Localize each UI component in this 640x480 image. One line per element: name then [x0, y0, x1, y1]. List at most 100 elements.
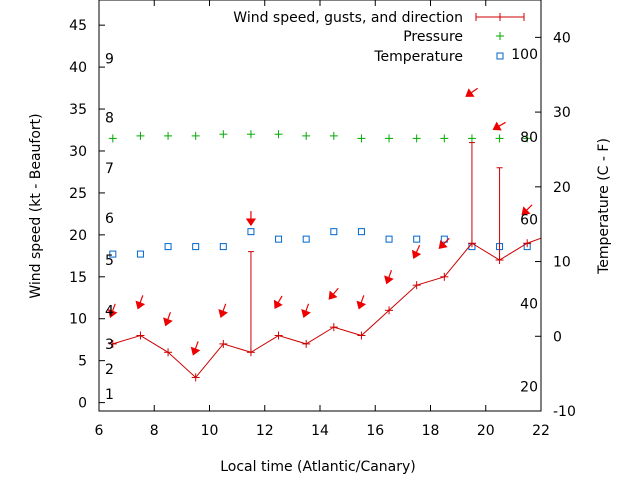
pressure-point	[274, 130, 283, 139]
fahrenheit-label: 80	[520, 130, 538, 146]
wind-direction-arrow	[384, 270, 394, 285]
wind-point	[164, 348, 173, 357]
beaufort-label: 3	[105, 337, 114, 353]
y-tick-label: 45	[69, 18, 87, 34]
pressure-point	[108, 134, 117, 143]
x-tick-label: 12	[256, 423, 274, 439]
pressure-point	[495, 134, 504, 143]
wind-direction-arrow	[273, 295, 283, 309]
x-axis: 6 8 10 12 14 16 18 20 22	[95, 0, 550, 439]
wind-direction-arrow	[438, 237, 450, 249]
beaufort-label: 7	[105, 161, 114, 177]
y-tick-label: 15	[69, 270, 87, 286]
legend-temperature-label: Temperature	[373, 49, 463, 65]
beaufort-label: 5	[105, 253, 114, 269]
temperature-point	[275, 235, 283, 243]
wind-direction-arrow	[301, 303, 311, 318]
temperature-series-group	[109, 228, 531, 258]
y-tick-label: 30	[69, 144, 87, 160]
pressure-point	[246, 130, 255, 139]
wind-direction-group	[107, 87, 533, 356]
wind-direction-arrow	[521, 204, 533, 216]
legend-wind-label: Wind speed, gusts, and direction	[233, 10, 463, 26]
legend-wind-sample	[475, 13, 525, 21]
y-tick-label: 5	[78, 354, 87, 370]
wind-series-group	[108, 237, 542, 382]
wind-point	[246, 348, 255, 357]
temperature-point	[357, 228, 365, 236]
wind-point	[219, 339, 228, 348]
gust-bar	[468, 142, 475, 244]
y2-tick-label: 40	[553, 30, 571, 46]
wind-point	[108, 339, 117, 348]
x-tick-label: 14	[311, 423, 329, 439]
fahrenheit-label: 60	[520, 213, 538, 229]
x-tick-label: 10	[201, 423, 219, 439]
wind-speed-line	[112, 237, 542, 379]
wind-direction-arrow	[492, 121, 506, 131]
beaufort-labels: 1 2 3 4 5 6 7 8 9	[105, 52, 114, 404]
legend-pressure-sample	[496, 32, 504, 40]
y2-axis: -10 0 10 20 30 40	[535, 30, 576, 420]
y-axis-label: Wind speed (kt - Beaufort)	[28, 113, 44, 298]
wind-point	[495, 256, 504, 265]
pressure-point	[191, 131, 200, 140]
beaufort-label: 8	[105, 110, 114, 126]
y2-tick-label: 30	[553, 105, 571, 121]
beaufort-label: 6	[105, 211, 114, 227]
legend: Wind speed, gusts, and direction Pressur…	[233, 10, 525, 65]
beaufort-label: 2	[105, 362, 114, 378]
temperature-point	[136, 250, 144, 258]
wind-point	[302, 339, 311, 348]
x-tick-label: 6	[95, 423, 104, 439]
wind-direction-arrow	[163, 311, 173, 327]
wind-direction-arrow	[411, 245, 422, 259]
gust-series-group	[247, 142, 503, 353]
y-tick-label: 10	[69, 312, 87, 328]
fahrenheit-label: 100	[511, 47, 538, 63]
beaufort-label: 9	[105, 52, 114, 68]
wind-point	[357, 331, 366, 340]
gust-bar	[496, 167, 503, 261]
wind-point	[385, 306, 394, 315]
pressure-point	[523, 134, 532, 143]
wind-point	[523, 239, 532, 248]
temperature-point	[440, 235, 448, 243]
x-tick-label: 20	[477, 423, 495, 439]
x-tick-label: 22	[532, 423, 550, 439]
plot-frame	[98, 0, 542, 412]
temperature-point	[247, 228, 255, 236]
wind-direction-arrow	[107, 303, 118, 318]
y2-tick-label: -10	[553, 404, 576, 420]
y-tick-label: 40	[69, 60, 87, 76]
pressure-point	[412, 134, 421, 143]
wind-direction-arrow	[245, 211, 257, 227]
y-tick-label: 35	[69, 102, 87, 118]
y2-tick-label: 10	[553, 255, 571, 271]
fahrenheit-labels: 20 40 60 80 100	[511, 47, 538, 396]
pressure-point	[302, 131, 311, 140]
wind-direction-arrow	[190, 341, 201, 356]
wind-direction-arrow	[218, 303, 228, 318]
wind-direction-arrow	[356, 295, 367, 310]
wind-direction-arrow	[135, 295, 146, 310]
y-tick-label: 25	[69, 186, 87, 202]
x-axis-label: Local time (Atlantic/Canary)	[220, 459, 416, 475]
temperature-point	[109, 250, 117, 258]
y-tick-label: 0	[78, 396, 87, 412]
x-tick-label: 16	[366, 423, 384, 439]
legend-pressure-label: Pressure	[403, 29, 463, 45]
pressure-point	[440, 134, 449, 143]
beaufort-label: 4	[105, 303, 114, 319]
pressure-point	[219, 130, 228, 139]
fahrenheit-label: 20	[520, 379, 538, 395]
legend-temperature-sample	[496, 52, 504, 60]
wind-direction-arrow	[465, 87, 479, 97]
wind-point	[274, 331, 283, 340]
beaufort-label: 1	[105, 387, 114, 403]
wind-direction-arrow	[328, 287, 339, 300]
wind-point	[191, 373, 200, 382]
temperature-point	[302, 235, 310, 243]
pressure-point	[467, 134, 476, 143]
y2-axis-label: Temperature (C - F)	[596, 138, 612, 275]
